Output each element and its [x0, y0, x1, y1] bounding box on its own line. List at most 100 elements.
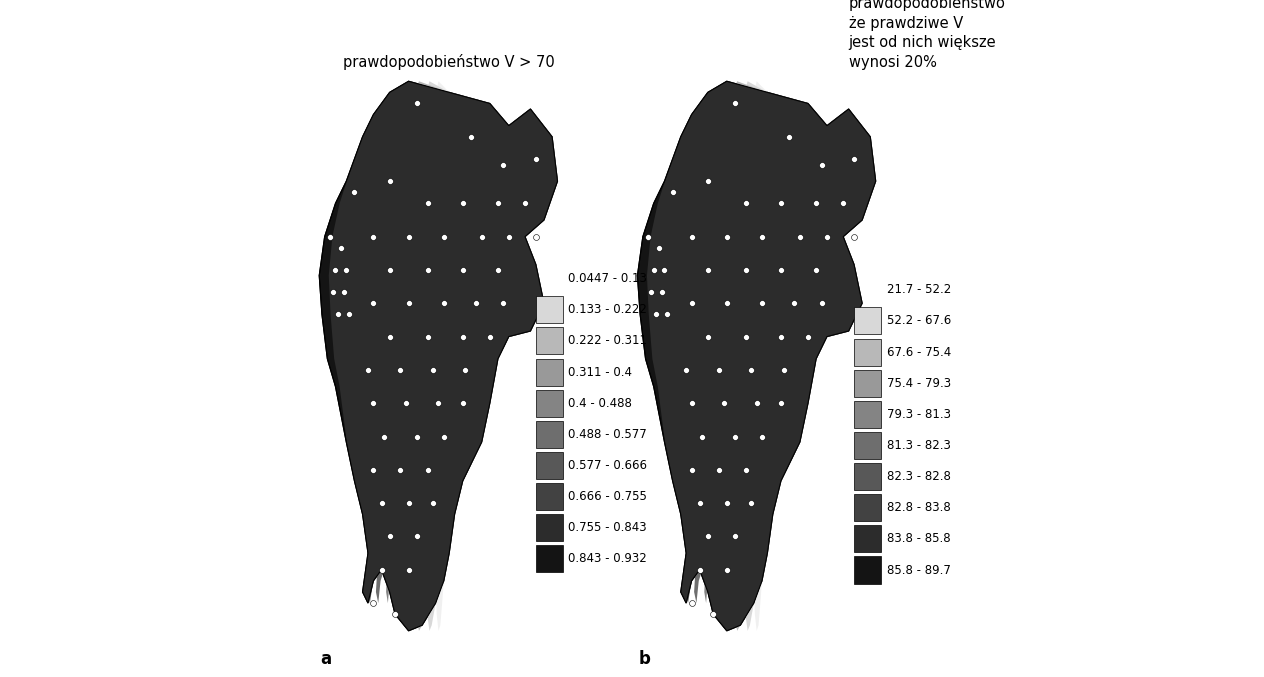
Point	[771, 265, 791, 276]
Point	[771, 398, 791, 409]
Text: V dla których
prawdopodobieństwo
że prawdziwe V
jest od nich większe
wynosi 20%: V dla których prawdopodobieństwo że praw…	[848, 0, 1006, 70]
Point	[363, 464, 383, 475]
Point	[643, 265, 664, 276]
Point	[488, 198, 508, 209]
Polygon shape	[426, 81, 557, 631]
Polygon shape	[358, 81, 557, 631]
Point	[407, 531, 427, 542]
FancyBboxPatch shape	[854, 307, 881, 334]
Polygon shape	[718, 81, 876, 631]
Polygon shape	[690, 81, 876, 631]
FancyBboxPatch shape	[536, 483, 562, 510]
Point	[724, 98, 744, 109]
Point	[752, 298, 772, 309]
Point	[453, 198, 473, 209]
Text: 0.577 - 0.666: 0.577 - 0.666	[569, 459, 647, 472]
Point	[779, 131, 799, 142]
Point	[698, 176, 718, 187]
Point	[471, 232, 492, 242]
Point	[480, 331, 501, 342]
Text: 0.0447 - 0.133: 0.0447 - 0.133	[569, 272, 655, 285]
Polygon shape	[372, 81, 557, 631]
FancyBboxPatch shape	[854, 401, 881, 428]
Point	[434, 298, 454, 309]
Point	[638, 232, 659, 242]
Point	[379, 331, 399, 342]
Polygon shape	[653, 81, 876, 631]
Point	[466, 298, 487, 309]
Point	[741, 364, 761, 375]
Point	[747, 398, 767, 409]
Point	[648, 242, 669, 253]
Point	[398, 498, 418, 508]
Point	[398, 232, 418, 242]
Point	[709, 364, 729, 375]
Text: 0.311 - 0.4: 0.311 - 0.4	[569, 366, 632, 378]
Text: 82.8 - 83.8: 82.8 - 83.8	[886, 501, 951, 515]
Text: 85.8 - 89.7: 85.8 - 89.7	[886, 563, 951, 577]
Point	[423, 364, 444, 375]
Point	[655, 265, 675, 276]
FancyBboxPatch shape	[854, 463, 881, 490]
Text: 0.755 - 0.843: 0.755 - 0.843	[569, 521, 647, 534]
Point	[681, 464, 702, 475]
Polygon shape	[386, 81, 557, 631]
Text: 52.2 - 67.6: 52.2 - 67.6	[886, 314, 951, 328]
Point	[407, 98, 427, 109]
Point	[391, 464, 411, 475]
Point	[736, 198, 756, 209]
Point	[771, 331, 791, 342]
Point	[391, 364, 411, 375]
FancyBboxPatch shape	[854, 494, 881, 521]
Point	[806, 198, 827, 209]
Polygon shape	[637, 81, 876, 631]
Text: prawdopodobieństwo V > 70: prawdopodobieństwo V > 70	[344, 54, 555, 70]
Point	[662, 187, 683, 198]
Point	[806, 265, 827, 276]
Point	[833, 198, 853, 209]
Point	[379, 531, 399, 542]
Point	[698, 331, 718, 342]
Point	[461, 131, 482, 142]
Polygon shape	[401, 81, 557, 631]
Point	[698, 265, 718, 276]
Point	[398, 565, 418, 575]
Point	[329, 309, 349, 320]
Point	[434, 431, 454, 442]
Point	[736, 331, 756, 342]
Text: 75.4 - 79.3: 75.4 - 79.3	[886, 376, 951, 390]
Point	[372, 498, 392, 508]
Point	[434, 232, 454, 242]
Point	[657, 309, 678, 320]
Point	[488, 265, 508, 276]
Text: 0.133 - 0.222: 0.133 - 0.222	[569, 303, 647, 316]
Point	[493, 298, 513, 309]
Point	[652, 287, 672, 298]
Point	[844, 232, 865, 242]
Polygon shape	[329, 81, 557, 631]
Polygon shape	[744, 81, 876, 631]
Point	[396, 398, 416, 409]
Point	[811, 298, 832, 309]
Point	[417, 198, 437, 209]
Text: 0.222 - 0.311: 0.222 - 0.311	[569, 334, 647, 347]
Point	[709, 464, 729, 475]
Point	[386, 609, 406, 619]
Point	[741, 498, 761, 508]
FancyBboxPatch shape	[536, 359, 562, 386]
Point	[771, 198, 791, 209]
Point	[407, 431, 427, 442]
Point	[817, 232, 837, 242]
Point	[681, 298, 702, 309]
Point	[698, 531, 718, 542]
Point	[417, 265, 437, 276]
Point	[453, 331, 473, 342]
Point	[790, 232, 810, 242]
Point	[811, 159, 832, 170]
Point	[331, 242, 351, 253]
Text: 21.7 - 52.2: 21.7 - 52.2	[886, 283, 951, 297]
Point	[717, 298, 737, 309]
Text: 81.3 - 82.3: 81.3 - 82.3	[886, 439, 951, 452]
Polygon shape	[336, 81, 557, 631]
FancyBboxPatch shape	[854, 556, 881, 584]
